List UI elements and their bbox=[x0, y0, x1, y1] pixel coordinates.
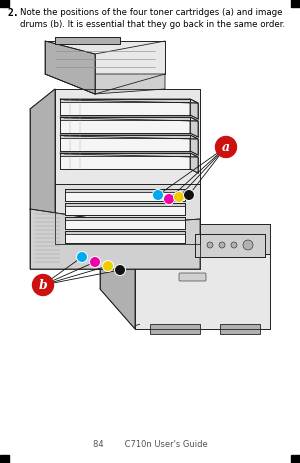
Polygon shape bbox=[65, 232, 185, 234]
Text: 2.: 2. bbox=[8, 8, 20, 18]
Polygon shape bbox=[60, 136, 198, 140]
Circle shape bbox=[231, 243, 237, 249]
Circle shape bbox=[115, 265, 125, 276]
Bar bbox=[291, 0, 300, 8]
Text: a: a bbox=[222, 141, 230, 154]
Polygon shape bbox=[60, 118, 198, 122]
Polygon shape bbox=[55, 38, 120, 45]
Polygon shape bbox=[190, 154, 198, 174]
Circle shape bbox=[184, 190, 194, 201]
Circle shape bbox=[152, 190, 164, 201]
Polygon shape bbox=[190, 118, 198, 138]
Polygon shape bbox=[45, 42, 165, 75]
Polygon shape bbox=[65, 218, 185, 220]
Polygon shape bbox=[65, 232, 185, 244]
Polygon shape bbox=[60, 154, 198, 158]
Polygon shape bbox=[30, 210, 200, 269]
Polygon shape bbox=[65, 204, 185, 206]
Polygon shape bbox=[65, 189, 185, 193]
Circle shape bbox=[215, 137, 236, 158]
Polygon shape bbox=[65, 189, 185, 201]
Polygon shape bbox=[60, 136, 190, 152]
Text: b: b bbox=[39, 279, 47, 292]
Circle shape bbox=[32, 275, 53, 296]
Polygon shape bbox=[55, 90, 200, 230]
Polygon shape bbox=[65, 204, 185, 216]
Text: Note the positions of the four toner cartridges (a) and image
drums (b). It is e: Note the positions of the four toner car… bbox=[20, 8, 285, 29]
Circle shape bbox=[164, 194, 175, 205]
Polygon shape bbox=[65, 218, 185, 230]
Polygon shape bbox=[60, 118, 190, 134]
Polygon shape bbox=[220, 324, 260, 334]
Polygon shape bbox=[60, 100, 190, 103]
Polygon shape bbox=[190, 100, 198, 120]
Circle shape bbox=[219, 243, 225, 249]
Polygon shape bbox=[100, 225, 270, 255]
Polygon shape bbox=[55, 185, 200, 244]
Circle shape bbox=[243, 240, 253, 250]
Polygon shape bbox=[45, 75, 165, 95]
Polygon shape bbox=[30, 90, 55, 230]
Circle shape bbox=[76, 252, 88, 263]
Polygon shape bbox=[100, 225, 135, 329]
Polygon shape bbox=[135, 255, 270, 329]
Circle shape bbox=[89, 257, 100, 268]
Polygon shape bbox=[45, 42, 95, 95]
Bar bbox=[291, 455, 300, 463]
Polygon shape bbox=[60, 154, 190, 156]
Polygon shape bbox=[60, 136, 190, 139]
Polygon shape bbox=[60, 118, 190, 121]
Bar bbox=[0, 455, 9, 463]
Polygon shape bbox=[150, 324, 200, 334]
Polygon shape bbox=[60, 100, 190, 116]
Circle shape bbox=[173, 192, 184, 203]
Polygon shape bbox=[195, 234, 265, 257]
FancyBboxPatch shape bbox=[179, 274, 206, 282]
Polygon shape bbox=[190, 136, 198, 156]
Circle shape bbox=[103, 261, 113, 272]
Polygon shape bbox=[60, 100, 198, 104]
Polygon shape bbox=[60, 154, 190, 169]
Circle shape bbox=[207, 243, 213, 249]
Bar bbox=[0, 0, 9, 8]
Text: 84        C710n User's Guide: 84 C710n User's Guide bbox=[93, 439, 207, 449]
